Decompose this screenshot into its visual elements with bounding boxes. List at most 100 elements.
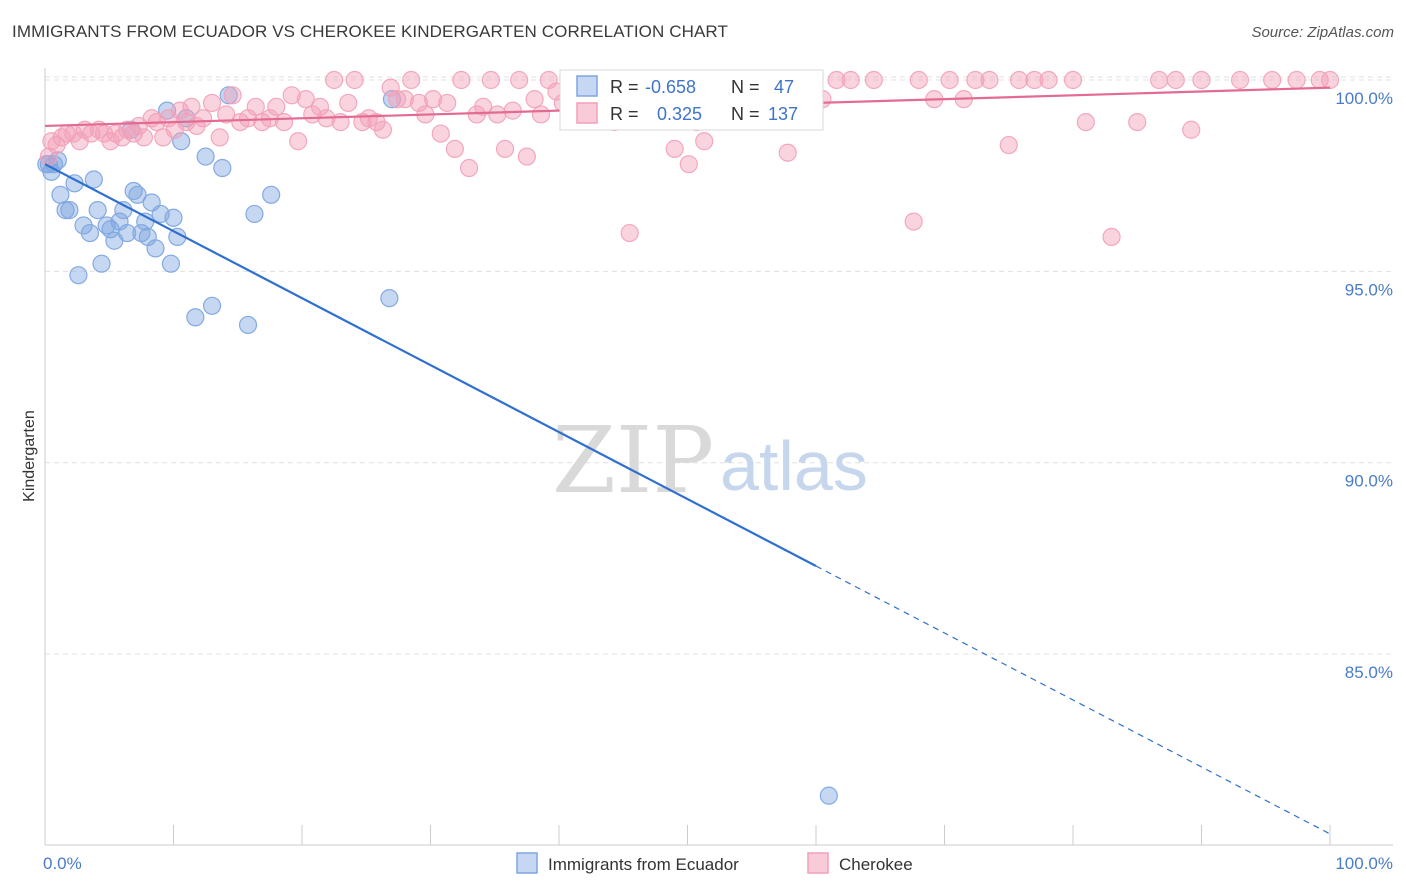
legend-label-ecuador: Immigrants from Ecuador [548, 855, 739, 874]
cherokee-point-111 [841, 70, 860, 90]
cherokee-point-41 [296, 90, 315, 109]
cherokee-point-30 [217, 105, 236, 124]
cherokee-point-69 [495, 139, 515, 158]
ecuador-point-43 [382, 90, 402, 109]
legend-swatch-ecuador [516, 852, 538, 874]
ecuador-point-37 [213, 158, 232, 178]
x-tick-label-min: 0.0% [43, 854, 82, 873]
ecuador-point-5 [60, 201, 79, 220]
stats-r-value-1: -0.658 [645, 77, 696, 97]
cherokee-point-53 [381, 78, 400, 97]
cherokee-point-54 [387, 90, 407, 109]
cherokee-point-118 [966, 70, 985, 90]
cherokee-point-56 [402, 70, 421, 90]
cherokee-point-113 [904, 212, 923, 231]
cherokee-point-63 [452, 70, 471, 90]
cherokee-point-116 [940, 70, 959, 90]
cherokee-point-92 [665, 139, 684, 158]
cherokee-point-119 [980, 70, 999, 90]
cherokee-point-110 [827, 70, 846, 90]
ecuador-point-35 [196, 147, 215, 166]
stats-r-label-1: R = [610, 77, 639, 97]
ecuador-point-29 [161, 254, 181, 273]
cherokee-point-31 [223, 86, 242, 105]
stats-swatch-ecuador [576, 75, 598, 97]
cherokee-point-23 [170, 101, 190, 120]
cherokee-point-127 [1128, 112, 1147, 132]
cherokee-point-34 [246, 97, 265, 116]
ecuador-point-18 [118, 223, 137, 243]
cherokee-point-60 [431, 124, 450, 143]
y-tick-label-3: 85.0% [1345, 663, 1393, 682]
y-tick-label-2: 90.0% [1345, 472, 1393, 491]
ecuador-point-39 [238, 315, 258, 335]
cherokee-point-40 [289, 132, 308, 151]
cherokee-point-38 [274, 112, 294, 132]
cherokee-point-43 [310, 97, 330, 116]
ecuador-point-32 [172, 132, 191, 151]
cherokee-point-94 [679, 155, 698, 174]
gridlines [45, 76, 1393, 655]
cherokee-point-121 [1009, 70, 1029, 90]
cherokee-point-134 [1287, 70, 1306, 90]
y-tick-label-1: 95.0% [1345, 280, 1393, 299]
stats-n-value-2: 137 [768, 104, 798, 124]
ecuador-point-34 [186, 308, 205, 327]
ecuador-point-26 [146, 239, 165, 258]
stats-n-label-1: N = [731, 77, 760, 97]
ecuador-point-21 [128, 185, 147, 204]
cherokee-point-120 [999, 135, 1018, 155]
cherokee-point-129 [1166, 70, 1185, 90]
ecuador-trend-line [44, 163, 817, 568]
source-credit: Source: ZipAtlas.com [1251, 24, 1394, 41]
ecuador-point-7 [69, 266, 88, 285]
cherokee-point-112 [864, 70, 883, 90]
stats-legend-box: R = -0.658 N = 47 R = 0.325 N = 137 [559, 69, 824, 131]
ecuador-point-30 [164, 208, 183, 227]
ecuador-trend-extension [815, 565, 1331, 835]
cherokee-point-55 [395, 90, 414, 109]
axes [44, 68, 1393, 846]
y-tick-label-0: 100.0% [1335, 89, 1393, 108]
y-tick-labels: 100.0% 95.0% 90.0% 85.0% [1335, 89, 1393, 682]
cherokee-point-68 [488, 105, 507, 124]
cherokee-point-122 [1025, 70, 1044, 90]
cherokee-point-123 [1039, 70, 1058, 90]
cherokee-point-48 [345, 70, 364, 90]
cherokee-point-59 [423, 90, 443, 109]
ecuador-point-10 [84, 170, 103, 189]
ecuador-point-3 [51, 185, 70, 204]
ecuador-point-28 [157, 101, 177, 120]
cherokee-point-86 [620, 223, 639, 243]
cherokee-point-64 [459, 158, 479, 178]
cherokee-point-45 [325, 70, 344, 90]
cherokee-point-132 [1230, 70, 1250, 90]
cherokee-point-130 [1182, 120, 1201, 139]
stats-n-label-2: N = [731, 104, 760, 124]
ecuador-point-12 [92, 254, 111, 273]
cherokee-point-131 [1192, 70, 1211, 90]
ecuador-point-42 [380, 289, 399, 308]
ecuador-point-9 [80, 223, 100, 243]
stats-r-label-2: R = [610, 104, 639, 124]
cherokee-point-66 [474, 97, 493, 116]
y-axis-label: Kindergarten [21, 410, 38, 502]
cherokee-point-61 [438, 93, 457, 113]
chart-title: IMMIGRANTS FROM ECUADOR VS CHEROKEE KIND… [12, 22, 728, 41]
watermark-atlas: atlas [720, 427, 868, 505]
cherokee-point-71 [510, 70, 529, 90]
cherokee-point-67 [481, 70, 500, 90]
cherokee-point-136 [1320, 70, 1340, 90]
cherokee-point-47 [339, 93, 358, 113]
stats-swatch-cherokee [576, 102, 598, 124]
stats-r-value-2: 0.325 [657, 104, 702, 124]
cherokee-point-52 [373, 120, 393, 139]
ecuador-point-40 [245, 204, 264, 224]
cherokee-point-57 [409, 93, 429, 113]
cherokee-point-29 [210, 128, 229, 147]
cherokee-point-74 [531, 105, 551, 124]
cherokee-point-17 [134, 128, 154, 147]
cherokee-point-128 [1149, 70, 1169, 90]
legend-swatch-cherokee [807, 852, 829, 874]
cherokee-point-25 [182, 97, 201, 116]
